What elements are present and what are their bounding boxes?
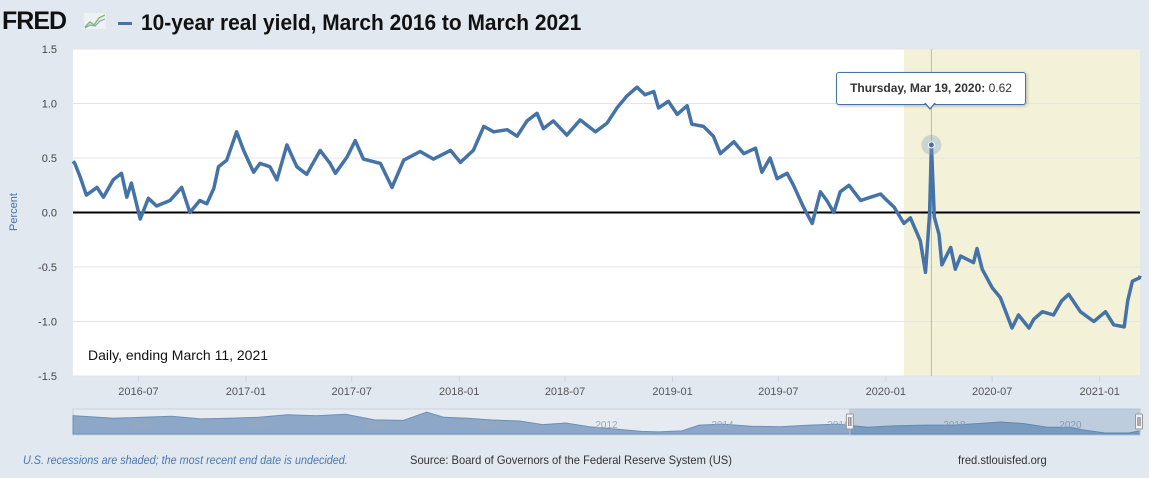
tooltip-label: Thursday, Mar 19, 2020: <box>850 81 986 95</box>
y-tick-label: 0.0 <box>42 208 57 220</box>
series-legend-swatch <box>118 22 132 25</box>
y-axis-label: Percent <box>8 193 20 231</box>
navigator-year-label: 2006 <box>247 420 270 431</box>
hover-marker[interactable] <box>927 141 935 149</box>
x-tick-label: 2020-07 <box>972 386 1012 398</box>
x-tick-label: 2019-07 <box>758 386 798 398</box>
chart-header: FRED 10-year real yield, March 2016 to M… <box>0 4 1149 38</box>
navigator-handle-left[interactable] <box>845 413 854 430</box>
recession-note: U.S. recessions are shaded; the most rec… <box>23 453 348 467</box>
navigator-selection[interactable] <box>849 408 1141 436</box>
y-tick-label: 1.5 <box>42 44 57 56</box>
tooltip: Thursday, Mar 19, 2020: 0.62 <box>836 72 1026 105</box>
navigator-year-label: 2012 <box>595 420 618 431</box>
navigator-year-label: 2004 <box>131 420 154 431</box>
tooltip-arrow-inner <box>925 102 935 108</box>
handle-grip <box>1135 413 1143 430</box>
x-tick-label: 2021-01 <box>1079 386 1119 398</box>
navigator-year-label: 2014 <box>711 420 734 431</box>
handle-grip <box>845 413 854 430</box>
fred-site-link[interactable]: fred.stlouisfed.org <box>958 453 1047 467</box>
x-tick-label: 2019-01 <box>652 386 692 398</box>
x-tick-label: 2017-01 <box>226 386 266 398</box>
navigator-labels: 2004 2006 2008 2010 2012 2014 2016 2018 2020 <box>131 420 1082 431</box>
chart-title: 10-year real yield, March 2016 to March … <box>141 10 582 35</box>
y-tick-label: -1.5 <box>38 371 57 383</box>
fred-logo[interactable]: FRED <box>2 7 67 35</box>
y-tick-label: -0.5 <box>38 262 57 274</box>
navigator-year-label: 2020 <box>1059 420 1082 431</box>
fred-chart-logo-icon <box>84 13 106 29</box>
x-tick-label: 2017-07 <box>332 386 372 398</box>
navigator-year-label: 2018 <box>943 420 966 431</box>
series-line[interactable] <box>71 85 1142 330</box>
navigator-year-label: 2016 <box>827 420 850 431</box>
frequency-annotation: Daily, ending March 11, 2021 <box>88 347 268 363</box>
y-tick-label: 0.5 <box>42 153 57 165</box>
y-axis-ticks: 1.5 1.0 0.5 0.0 -0.5 -1.0 -1.5 <box>38 44 57 383</box>
navigator-area <box>72 411 1141 435</box>
navigator-handle-right[interactable] <box>1135 413 1143 430</box>
y-tick-label: -1.0 <box>38 317 57 329</box>
y-tick-label: 1.0 <box>42 99 57 111</box>
navigator-year-label: 2008 <box>363 420 386 431</box>
x-tick-label: 2016-07 <box>118 386 158 398</box>
navigator-year-label: 2010 <box>479 420 502 431</box>
source-note: Source: Board of Governors of the Federa… <box>410 453 732 467</box>
x-axis-ticks: 2016-07 2017-01 2017-07 2018-01 2018-07 2019-… <box>118 376 1120 398</box>
x-tick-label: 2020-01 <box>866 386 906 398</box>
x-tick-label: 2018-07 <box>545 386 585 398</box>
navigator[interactable]: 2004 2006 2008 2010 2012 2014 2016 2018 2020 <box>72 408 1143 436</box>
tooltip-value: 0.62 <box>988 81 1012 95</box>
gridlines <box>73 48 1140 377</box>
x-tick-label: 2018-01 <box>439 386 479 398</box>
